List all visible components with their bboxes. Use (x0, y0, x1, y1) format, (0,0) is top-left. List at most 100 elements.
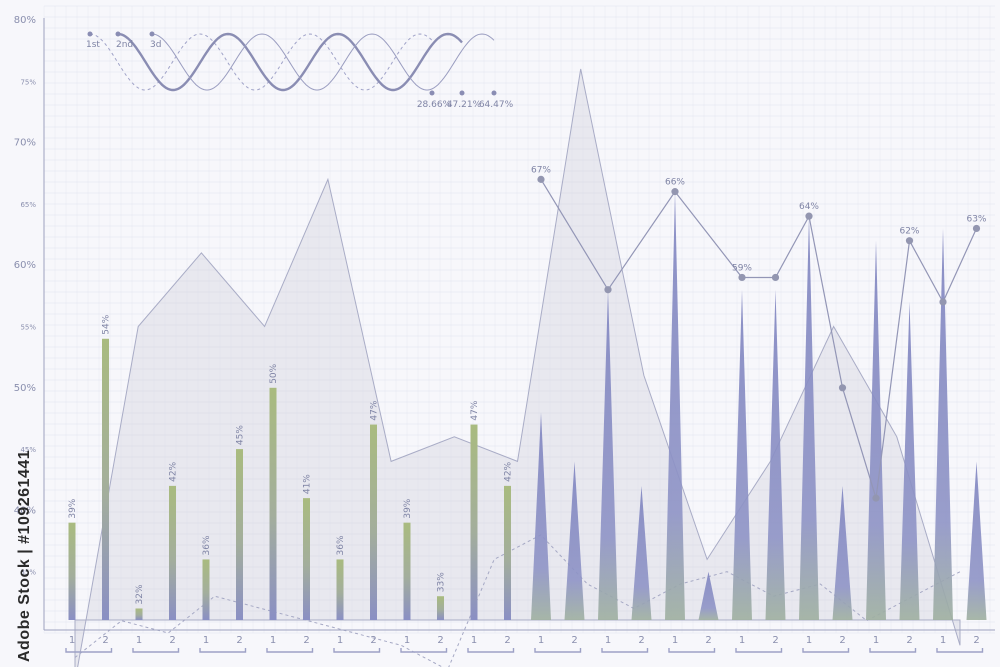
x-tick-label: 1 (672, 635, 678, 646)
watermark: Adobe Stock | #109261441 (6, 430, 33, 662)
line-point (771, 273, 780, 282)
spike-mark (698, 571, 719, 620)
green-bar (336, 559, 344, 620)
x-tick-label: 1 (404, 635, 410, 646)
x-tick-label: 2 (102, 635, 108, 646)
line-point (738, 273, 746, 282)
x-tick-label: 1 (940, 635, 946, 646)
bar-value-label: 45% (236, 425, 246, 445)
x-tick-label: 2 (303, 635, 309, 646)
x-group-bracket (735, 648, 783, 653)
y-tick-label: 75% (20, 78, 36, 86)
wave-series-label: 1st (86, 40, 100, 50)
spike-mark (933, 228, 953, 621)
y-tick-label: 40% (14, 505, 36, 516)
wave-end-label: 28.66% (417, 100, 452, 110)
line-point (537, 175, 545, 183)
x-group-bracket (467, 648, 515, 653)
bar-value-label: 33% (437, 572, 447, 592)
line-point-label: 62% (899, 227, 919, 237)
green-bar (403, 522, 411, 620)
green-bar (504, 485, 511, 620)
x-tick-label: 2 (705, 635, 711, 646)
wave-end-dot (459, 90, 465, 96)
bar-value-label: 50% (269, 363, 279, 383)
line-point (838, 384, 847, 392)
y-tick-label: 70% (14, 138, 36, 149)
x-tick-label: 1 (270, 635, 276, 646)
spike-mark (966, 461, 987, 620)
line-point-label: 67% (531, 165, 551, 175)
x-tick-label: 1 (873, 635, 879, 646)
wave-line (151, 33, 495, 91)
x-tick-label: 1 (538, 635, 544, 646)
x-tick-label: 1 (69, 635, 75, 646)
wave-start-dot (87, 31, 93, 37)
x-group-bracket (668, 648, 716, 653)
wave-end-dot (429, 90, 435, 96)
bar-value-label: 36% (202, 535, 212, 555)
bar-value-label: 54% (102, 314, 112, 334)
line-point (939, 298, 947, 306)
wave-legend: 1st 2nd 3d 28.66%47.21%64.47% (86, 31, 514, 110)
spike-mark (531, 412, 551, 620)
wave-series-label: 2nd (116, 40, 133, 50)
x-tick-label: 2 (504, 635, 510, 646)
green-bar (269, 387, 277, 620)
x-tick-label: 2 (437, 635, 443, 646)
x-group-bracket (132, 648, 180, 653)
wave-end-dot (491, 90, 497, 96)
line-point (805, 212, 813, 220)
x-group-bracket (199, 648, 247, 653)
spike-mark (765, 289, 786, 620)
x-group-bracket (333, 648, 381, 653)
y-tick-label: 45% (20, 446, 36, 454)
line-point-label: 64% (799, 202, 819, 212)
bar-value-label: 47% (470, 400, 480, 420)
x-tick-label: 2 (236, 635, 242, 646)
wave-end-label: 64.47% (479, 100, 514, 110)
y-tick-label: 80% (14, 15, 36, 26)
green-bar (135, 608, 143, 620)
wave-start-dot (149, 31, 155, 37)
x-tick-label: 2 (973, 635, 979, 646)
green-bar (437, 596, 444, 620)
line-point-label: 59% (732, 263, 752, 273)
spike-mark (665, 191, 685, 620)
y-tick-label: 50% (14, 383, 36, 394)
y-tick-label: 65% (20, 201, 36, 209)
green-bar (169, 485, 176, 620)
y-tick-label: 60% (14, 260, 36, 271)
spike-mark (899, 301, 920, 620)
spike-mark (866, 240, 886, 620)
line-point (671, 188, 679, 196)
x-tick-label: 1 (605, 635, 611, 646)
green-bar (236, 449, 243, 620)
dashed-line (74, 534, 961, 667)
bar-value-label: 47% (370, 400, 380, 420)
x-tick-label: 2 (772, 635, 778, 646)
x-tick-label: 1 (739, 635, 745, 646)
x-group-bracket (936, 648, 984, 653)
watermark-text: Adobe Stock | #109261441 (16, 449, 33, 662)
green-bar (68, 522, 76, 620)
wave-end-label: 47.21% (447, 100, 482, 110)
green-bar (102, 338, 109, 620)
x-group-bracket (534, 648, 582, 653)
spike-mark (799, 216, 819, 620)
x-group-bracket (601, 648, 649, 653)
green-bar (202, 559, 210, 620)
x-tick-label: 1 (337, 635, 343, 646)
wave-line (117, 32, 463, 92)
bar-value-label: 42% (504, 461, 514, 481)
x-tick-label: 1 (806, 635, 812, 646)
bar-value-label: 41% (303, 474, 313, 494)
x-tick-label: 2 (370, 635, 376, 646)
line-point (604, 286, 612, 294)
bar-value-label: 39% (403, 498, 413, 518)
bar-value-label: 32% (135, 584, 145, 604)
line-point-label: 63% (966, 214, 986, 224)
line-point (972, 224, 981, 233)
